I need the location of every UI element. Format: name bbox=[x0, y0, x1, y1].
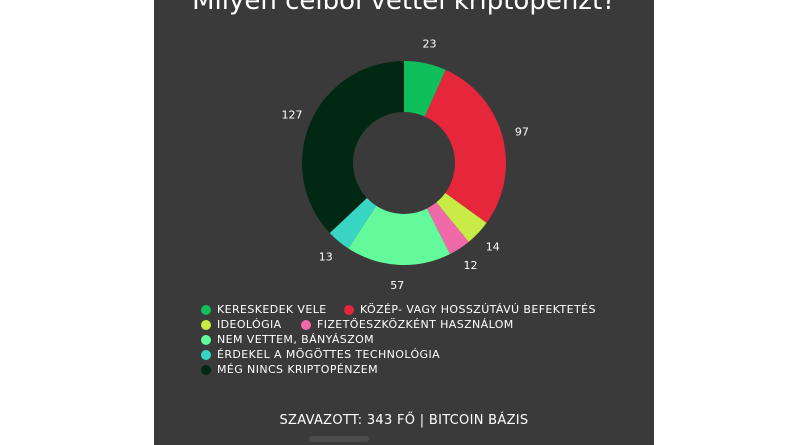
legend-swatch bbox=[201, 304, 211, 315]
legend-label: MÉG NINCS KRIPTOPÉNZEM bbox=[217, 363, 379, 376]
footer-text: SZAVAZOTT: 343 FŐ | BITCOIN BÁZIS bbox=[279, 413, 529, 428]
legend-item-2: KÖZÉP- VAGY HOSSZÚTÁVÚ BEFEKTETÉS bbox=[344, 303, 596, 316]
data-label-1: 23 bbox=[423, 38, 437, 51]
legend-swatch bbox=[201, 334, 211, 345]
legend-swatch bbox=[201, 364, 211, 375]
slice-3 bbox=[436, 192, 487, 242]
legend-item-3: IDEOLÓGIA bbox=[201, 318, 282, 331]
slice-4 bbox=[426, 202, 469, 255]
legend-label: IDEOLÓGIA bbox=[217, 318, 282, 331]
legend-item-6: ÉRDEKEL A MÖGÖTTES TECHNOLÓGIA bbox=[201, 348, 440, 361]
legend-item-5: NEM VETTEM, BÁNYÁSZOM bbox=[201, 333, 374, 346]
legend-label: NEM VETTEM, BÁNYÁSZOM bbox=[217, 333, 375, 346]
legend-label: FIZETŐESZKÖZKÉNT HASZNÁLOM bbox=[317, 318, 514, 331]
slice-2 bbox=[424, 69, 507, 223]
data-label-6: 13 bbox=[319, 251, 333, 264]
slice-6 bbox=[329, 197, 377, 249]
data-label-5: 57 bbox=[390, 279, 404, 292]
data-label-2: 97 bbox=[515, 126, 529, 139]
chart-title: Milyen célból vettél kriptopénzt? bbox=[192, 0, 616, 16]
legend-item-4: FIZETŐESZKÖZKÉNT HASZNÁLOM bbox=[301, 318, 514, 331]
legend-swatch bbox=[201, 349, 211, 360]
donut-chart: 23 97 14 12 57 13 127 bbox=[281, 38, 529, 292]
legend-item-1: KERESKEDEK VELE bbox=[201, 303, 327, 316]
data-label-3: 14 bbox=[486, 241, 500, 254]
legend-item-7: MÉG NINCS KRIPTOPÉNZEM bbox=[201, 363, 378, 376]
slice-7 bbox=[302, 60, 404, 233]
slice-1 bbox=[404, 61, 446, 117]
legend-swatch bbox=[301, 319, 311, 330]
data-label-4: 12 bbox=[464, 259, 478, 272]
legend-swatch bbox=[344, 304, 354, 315]
legend-label: KÖZÉP- VAGY HOSSZÚTÁVÚ BEFEKTETÉS bbox=[360, 303, 596, 316]
slice-5 bbox=[348, 205, 450, 265]
data-label-7: 127 bbox=[281, 109, 302, 122]
legend-label: ÉRDEKEL A MÖGÖTTES TECHNOLÓGIA bbox=[217, 348, 441, 361]
legend-label: KERESKEDEK VELE bbox=[217, 303, 327, 316]
legend-swatch bbox=[201, 319, 211, 330]
faint-watermark bbox=[309, 436, 369, 442]
chart-panel: Milyen célból vettél kriptopénzt? 23 97 14… bbox=[154, 0, 654, 445]
